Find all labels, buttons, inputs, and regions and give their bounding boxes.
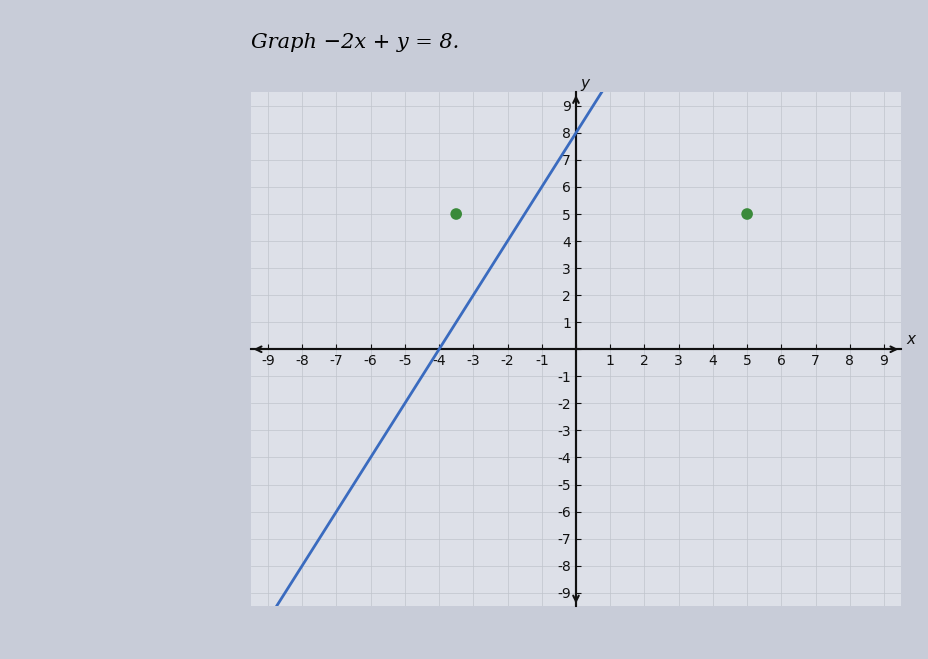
Text: Graph −2x + y = 8.: Graph −2x + y = 8. xyxy=(251,33,458,52)
Point xyxy=(448,209,463,219)
Text: y: y xyxy=(579,76,588,91)
Text: x: x xyxy=(906,332,914,347)
Point xyxy=(739,209,754,219)
